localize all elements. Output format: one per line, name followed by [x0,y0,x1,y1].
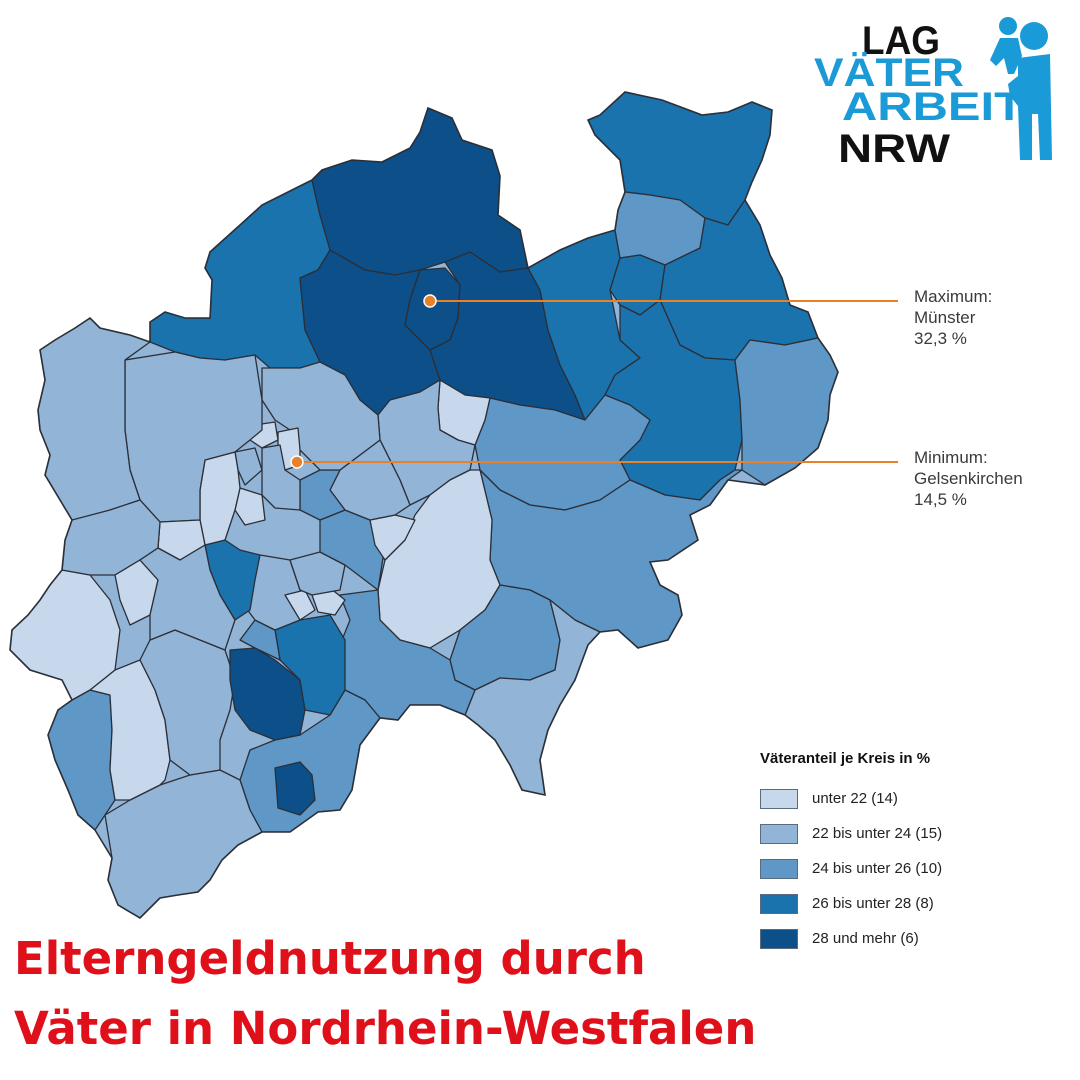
district-soest [474,394,651,511]
callout-maximum-title: Maximum: [914,287,993,306]
logo-text-lag: LAG [862,19,940,63]
father-with-child-icon [990,17,1052,160]
district-kleve-borken-region [149,179,331,369]
legend-item: 24 bis unter 26 (10) [760,851,942,886]
legend-label: 26 bis unter 28 (8) [812,895,934,912]
legend-item: 22 bis unter 24 (15) [760,816,942,851]
district-rheinisch-bergischer-kreis [274,614,346,716]
legend-item: 28 und mehr (6) [760,921,942,956]
legend-item: unter 22 (14) [760,781,942,816]
legend-swatch [760,823,798,844]
legend-label: 22 bis unter 24 (15) [812,825,943,842]
legend-label: 24 bis unter 26 (10) [812,860,943,877]
legend-title: Väteranteil je Kreis in % [760,750,931,767]
district-recklinghausen [261,361,381,471]
headline: Elterngeldnutzung durch Väter in Nordrhe… [14,924,756,1064]
legend: Väteranteil je Kreis in % unter 22 (14) … [760,750,942,956]
legend-swatch [760,928,798,949]
district-bonn [274,761,316,816]
legend-item: 26 bis unter 28 (8) [760,886,942,921]
callout-maximum-value: 32,3 % [914,329,967,348]
headline-line-2: Väter in Nordrhein-Westfalen [14,1002,757,1055]
legend-label: unter 22 (14) [812,790,898,807]
legend-swatch [760,788,798,809]
legend-swatch [760,893,798,914]
callout-maximum: Maximum: Münster 32,3 % [914,286,992,349]
callout-maximum-place: Münster [914,308,976,327]
logo-text-nrw: NRW [838,127,950,171]
logo-text-arbeit: ARBEIT [842,85,1024,129]
district-essen [261,444,301,511]
legend-label: 28 und mehr (6) [812,930,919,947]
min-marker-dot [290,455,304,469]
district-rhein-kreis-neuss [139,544,236,651]
max-marker-dot [423,294,437,308]
headline-line-1: Elterngeldnutzung durch [14,932,646,985]
legend-swatch [760,858,798,879]
lag-vaeterarbeit-logo: LAG VÄTER ARBEIT NRW [814,17,1052,171]
district-koeln [229,647,306,741]
nrw-outline [9,91,839,920]
callout-minimum: Minimum: Gelsenkirchen 14,5 % [914,447,1023,510]
callout-minimum-value: 14,5 % [914,490,967,509]
callout-minimum-place: Gelsenkirchen [914,469,1023,488]
district-solingen [284,589,316,621]
logo-text-vaeter: VÄTER [814,51,964,95]
callout-minimum-title: Minimum: [914,448,988,467]
